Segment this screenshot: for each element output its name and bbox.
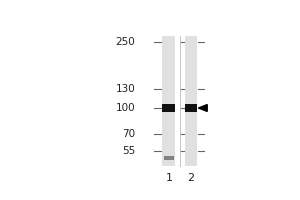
Bar <box>163 36 175 166</box>
Text: 250: 250 <box>116 37 135 47</box>
Text: 2: 2 <box>188 173 194 183</box>
Text: 70: 70 <box>122 129 135 139</box>
Bar <box>184 36 197 166</box>
Bar <box>184 104 197 112</box>
Bar <box>164 156 173 160</box>
Polygon shape <box>199 105 207 111</box>
Text: 130: 130 <box>116 84 135 94</box>
Text: 55: 55 <box>122 146 135 156</box>
Text: 100: 100 <box>116 103 135 113</box>
Bar <box>163 104 175 112</box>
Text: 1: 1 <box>165 173 172 183</box>
